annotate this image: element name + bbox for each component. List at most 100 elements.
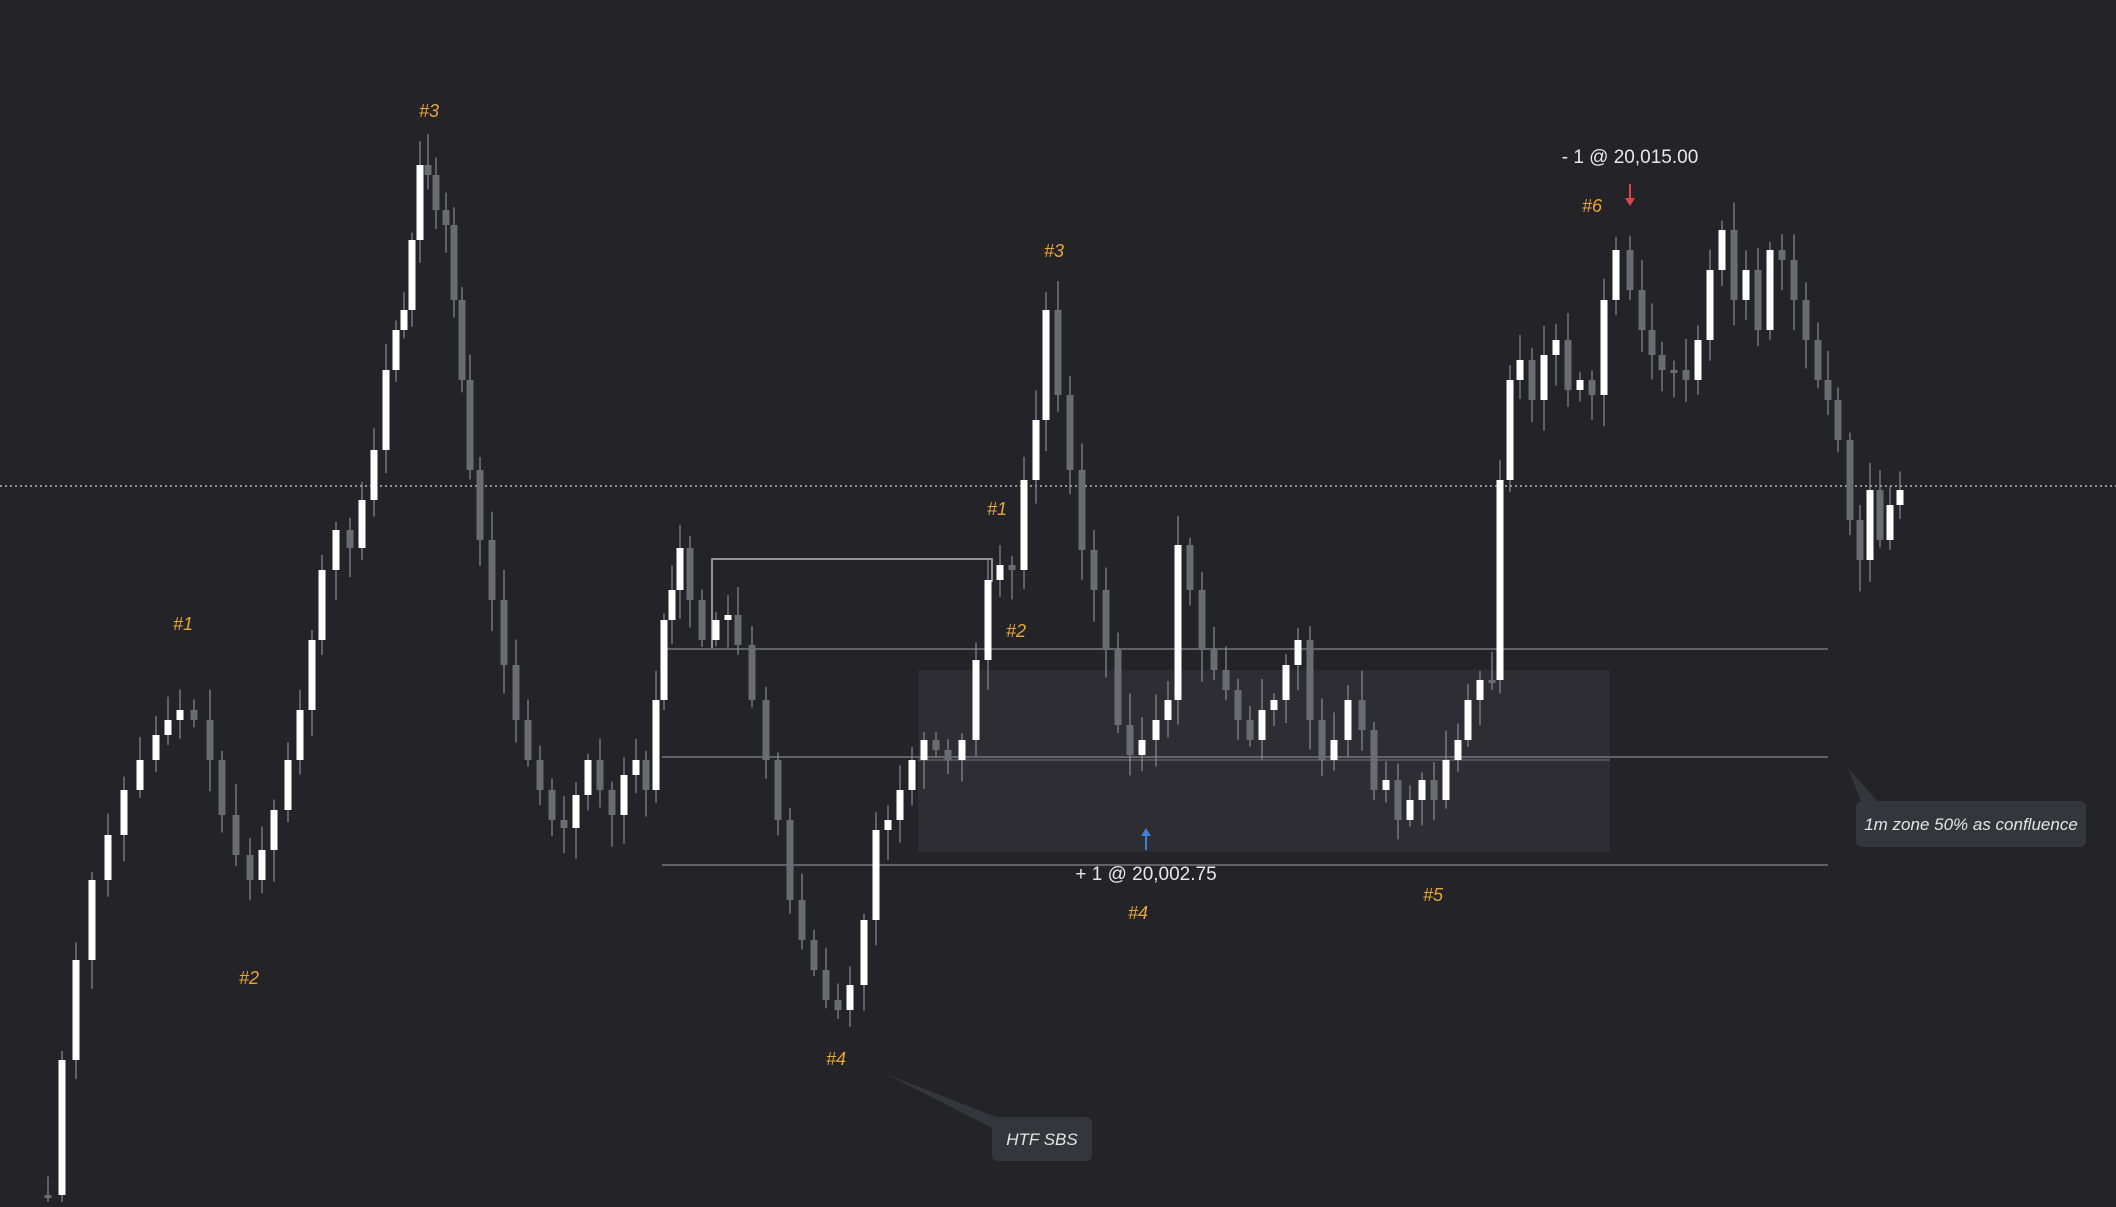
candle[interactable] — [1066, 376, 1074, 495]
candle[interactable] — [190, 699, 198, 728]
candle[interactable] — [370, 428, 378, 517]
candle[interactable] — [1516, 334, 1524, 399]
candle[interactable] — [1126, 693, 1134, 776]
candle[interactable] — [762, 686, 770, 779]
candle[interactable] — [1706, 249, 1714, 361]
candle[interactable] — [872, 812, 880, 946]
candle[interactable] — [1008, 555, 1016, 600]
candle[interactable] — [1576, 371, 1584, 402]
candle[interactable] — [308, 630, 316, 737]
candle[interactable] — [608, 781, 616, 847]
candle[interactable] — [1682, 338, 1690, 402]
candle[interactable] — [1114, 632, 1122, 733]
candle[interactable] — [1730, 202, 1738, 326]
candle[interactable] — [432, 157, 440, 229]
candle[interactable] — [786, 808, 794, 914]
candle[interactable] — [1054, 280, 1062, 412]
candle[interactable] — [920, 731, 928, 789]
candle[interactable] — [1718, 220, 1726, 287]
candle[interactable] — [1186, 537, 1194, 606]
candle[interactable] — [860, 913, 868, 1011]
candle[interactable] — [884, 805, 892, 861]
candle[interactable] — [1270, 693, 1278, 727]
candle[interactable] — [136, 736, 144, 798]
candle[interactable] — [972, 642, 980, 756]
candle[interactable] — [686, 536, 694, 628]
candle[interactable] — [1896, 471, 1904, 520]
structure-bracket-line[interactable] — [711, 558, 993, 648]
candle[interactable] — [270, 799, 278, 882]
candle[interactable] — [258, 826, 266, 894]
candle[interactable] — [822, 947, 830, 1009]
candle[interactable] — [642, 750, 650, 817]
candle[interactable] — [332, 521, 340, 601]
candle[interactable] — [798, 873, 806, 950]
candle[interactable] — [1540, 325, 1548, 431]
candle[interactable] — [1886, 486, 1894, 551]
candle[interactable] — [896, 765, 904, 843]
candle[interactable] — [1496, 460, 1504, 694]
candle[interactable] — [392, 320, 400, 382]
candle[interactable] — [58, 1050, 66, 1207]
candle[interactable] — [1042, 292, 1050, 452]
candle[interactable] — [958, 733, 966, 782]
candle[interactable] — [1306, 626, 1314, 750]
candle[interactable] — [712, 611, 720, 647]
candle[interactable] — [1174, 516, 1182, 725]
candle[interactable] — [1638, 260, 1646, 353]
candle[interactable] — [1430, 762, 1438, 821]
candle[interactable] — [1824, 350, 1832, 415]
htf-sbs-callout[interactable]: HTF SBS — [886, 1074, 1092, 1161]
candle[interactable] — [358, 481, 366, 561]
candle[interactable] — [846, 966, 854, 1027]
candle[interactable] — [1476, 670, 1484, 725]
candle[interactable] — [1406, 785, 1414, 827]
sell-marker[interactable] — [1625, 184, 1635, 206]
candle[interactable] — [652, 670, 660, 803]
candle[interactable] — [1210, 626, 1218, 681]
candle[interactable] — [1138, 717, 1146, 772]
candle[interactable] — [450, 207, 458, 318]
candle[interactable] — [1790, 234, 1798, 331]
candle[interactable] — [88, 871, 96, 989]
candle[interactable] — [1778, 234, 1786, 290]
candle[interactable] — [1612, 236, 1620, 316]
candle[interactable] — [560, 796, 568, 854]
candle[interactable] — [1330, 712, 1338, 771]
candle[interactable] — [400, 292, 408, 339]
candle[interactable] — [1846, 432, 1854, 536]
candle[interactable] — [1876, 469, 1884, 548]
candle[interactable] — [698, 589, 706, 647]
candle[interactable] — [246, 838, 254, 901]
candle[interactable] — [1506, 365, 1514, 493]
candle[interactable] — [1766, 241, 1774, 340]
candle[interactable] — [104, 813, 112, 897]
candle[interactable] — [1234, 678, 1242, 740]
candle[interactable] — [1856, 504, 1864, 592]
candle[interactable] — [206, 689, 214, 792]
candle[interactable] — [424, 134, 432, 190]
candle[interactable] — [1102, 567, 1110, 678]
candle[interactable] — [1658, 341, 1666, 392]
candle[interactable] — [1078, 443, 1086, 580]
candle[interactable] — [1198, 571, 1206, 682]
candle[interactable] — [1020, 456, 1028, 589]
candle[interactable] — [1814, 322, 1822, 389]
candle[interactable] — [476, 456, 484, 566]
candle[interactable] — [500, 569, 508, 694]
candle[interactable] — [1488, 651, 1496, 690]
candle[interactable] — [1802, 282, 1810, 369]
candle[interactable] — [218, 750, 226, 833]
candle[interactable] — [1600, 278, 1608, 427]
candle[interactable] — [512, 639, 520, 743]
candle[interactable] — [1564, 313, 1572, 407]
candle[interactable] — [536, 745, 544, 806]
candle[interactable] — [1394, 763, 1402, 840]
candle[interactable] — [1552, 324, 1560, 386]
candle[interactable] — [1648, 303, 1656, 380]
candle[interactable] — [466, 354, 474, 480]
candle[interactable] — [1694, 325, 1702, 395]
candle[interactable] — [668, 565, 676, 645]
buy-marker[interactable] — [1141, 828, 1151, 850]
